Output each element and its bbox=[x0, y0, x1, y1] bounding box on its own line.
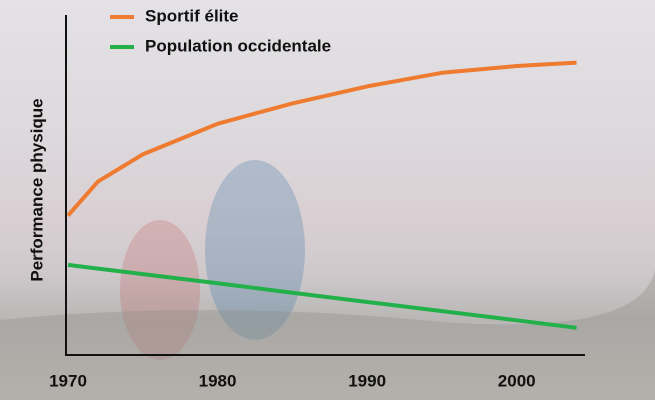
background-figure bbox=[120, 220, 200, 360]
x-tick-label: 1980 bbox=[199, 371, 237, 390]
data-line bbox=[66, 60, 577, 217]
background-hill bbox=[0, 270, 655, 400]
x-tick-label: 1990 bbox=[348, 371, 386, 390]
data-line bbox=[67, 262, 577, 330]
legend-label: Population occidentale bbox=[145, 36, 331, 55]
x-tick-label: 1970 bbox=[49, 371, 87, 390]
y-axis-label: Performance physique bbox=[27, 98, 46, 281]
legend-label: Sportif élite bbox=[145, 6, 239, 25]
x-tick-label: 2000 bbox=[498, 371, 536, 390]
background-figure bbox=[205, 160, 305, 340]
